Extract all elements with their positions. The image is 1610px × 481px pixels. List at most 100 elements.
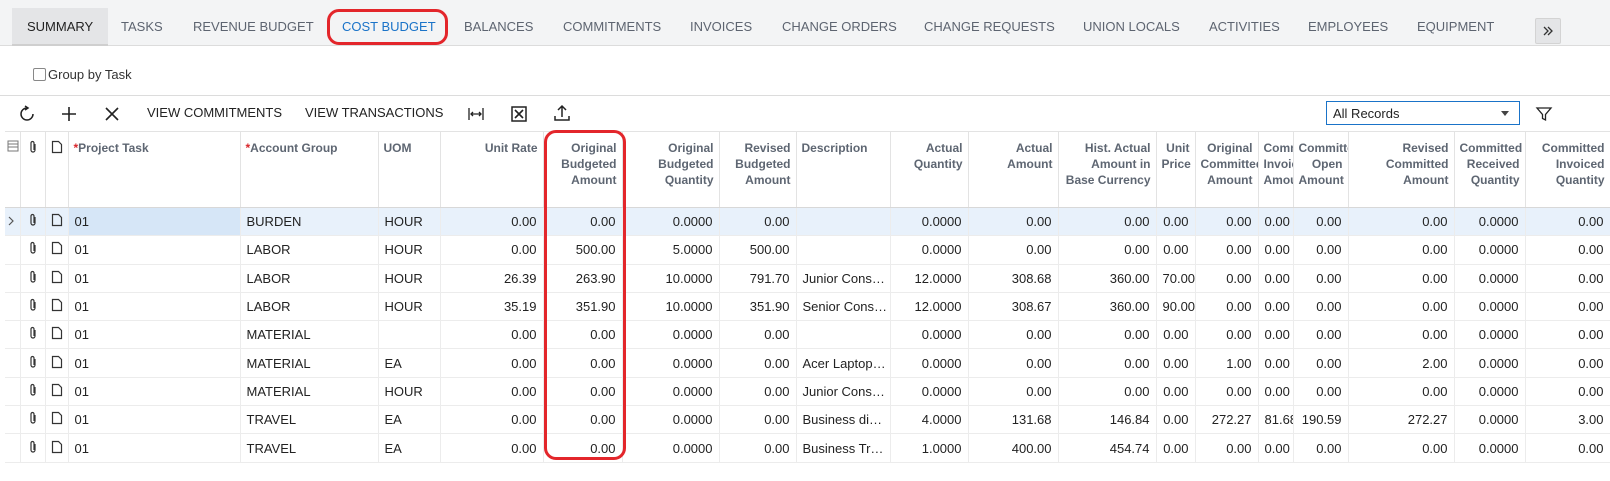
grid-cell: 0.00 — [1525, 208, 1610, 236]
grid-row[interactable]: 01TRAVELEA0.000.000.00000.00Business Tr…… — [5, 434, 1610, 462]
grid-cell: 10.0000 — [622, 264, 719, 292]
column-header[interactable]: Original Budgeted Quantity — [622, 132, 719, 208]
grid-cell: 0.00 — [968, 208, 1058, 236]
toolbar-button[interactable]: VIEW COMMITMENTS — [147, 105, 282, 120]
column-header[interactable]: Committed Invoiced Amount — [1258, 132, 1293, 208]
refresh-button[interactable] — [18, 105, 36, 123]
checkbox[interactable] — [33, 68, 46, 81]
tab[interactable]: SUMMARY — [12, 8, 108, 46]
tab[interactable]: EQUIPMENT — [1402, 8, 1509, 46]
column-header[interactable]: Revised Committed Amount — [1348, 132, 1454, 208]
column-header[interactable]: Hist. Actual Amount in Base Currency — [1058, 132, 1156, 208]
column-header[interactable]: Committed Invoiced Quantity — [1525, 132, 1610, 208]
tab[interactable]: COMMITMENTS — [548, 8, 676, 46]
grid-row[interactable]: 01MATERIALEA0.000.000.00000.00Acer Lapto… — [5, 349, 1610, 377]
column-header[interactable]: Committed Open Amount — [1293, 132, 1348, 208]
note-cell[interactable] — [45, 264, 68, 292]
grid-cell: 0.00 — [1293, 236, 1348, 264]
note-cell[interactable] — [45, 208, 68, 236]
delete-button[interactable] — [104, 106, 120, 122]
tab[interactable]: BALANCES — [449, 8, 548, 46]
grid-cell: 0.0000 — [1454, 208, 1525, 236]
note-cell[interactable] — [45, 236, 68, 264]
more-tabs-button[interactable] — [1535, 18, 1561, 44]
toolbar-button[interactable]: VIEW TRANSACTIONS — [305, 105, 443, 120]
attachment-cell[interactable] — [20, 377, 45, 405]
fit-columns-button[interactable] — [467, 105, 485, 123]
note-cell[interactable] — [45, 321, 68, 349]
grid-cell: 01 — [68, 236, 240, 264]
grid-cell: 0.0000 — [1454, 377, 1525, 405]
column-header[interactable]: Unit Rate — [440, 132, 543, 208]
column-header[interactable]: *Project Task — [68, 132, 240, 208]
tab[interactable]: ACTIVITIES — [1194, 8, 1295, 46]
column-header[interactable]: UOM — [378, 132, 440, 208]
checkbox-label[interactable]: Group by Task — [48, 67, 132, 82]
export-excel-button[interactable] — [510, 105, 528, 123]
grid-row[interactable]: 01LABORHOUR35.19351.9010.0000351.90Senio… — [5, 292, 1610, 320]
tab[interactable]: EMPLOYEES — [1293, 8, 1403, 46]
grid-cell: 0.00 — [1195, 321, 1258, 349]
column-header[interactable]: *Account Group — [240, 132, 378, 208]
column-header-label: Unit Rate — [485, 141, 538, 155]
column-header[interactable]: Committed Received Quantity — [1454, 132, 1525, 208]
note-cell[interactable] — [45, 434, 68, 462]
toolbar: VIEW COMMITMENTS VIEW TRANSACTIONS All R… — [0, 96, 1610, 132]
grid-cell: Business di… — [796, 406, 890, 434]
add-button[interactable] — [60, 105, 78, 123]
attachment-cell[interactable] — [20, 321, 45, 349]
grid-cell: 0.00 — [1525, 236, 1610, 264]
grid-row[interactable]: 01LABORHOUR26.39263.9010.0000791.70Junio… — [5, 264, 1610, 292]
grid-cell: 0.0000 — [622, 321, 719, 349]
grid-cell: 0.00 — [1195, 236, 1258, 264]
tab[interactable]: COST BUDGET — [327, 8, 451, 46]
grid-cell: 0.00 — [1156, 406, 1195, 434]
note-cell[interactable] — [45, 377, 68, 405]
note-cell[interactable] — [45, 292, 68, 320]
column-header[interactable]: Description — [796, 132, 890, 208]
grid-cell: 0.00 — [1156, 208, 1195, 236]
attachment-cell[interactable] — [20, 236, 45, 264]
column-header[interactable]: Unit Price — [1156, 132, 1195, 208]
column-header[interactable]: Actual Quantity — [890, 132, 968, 208]
row-selector — [5, 264, 20, 292]
column-header[interactable]: Actual Amount — [968, 132, 1058, 208]
grid-cell: TRAVEL — [240, 434, 378, 462]
tab[interactable]: CHANGE REQUESTS — [909, 8, 1070, 46]
grid-cell: 12.0000 — [890, 264, 968, 292]
tab[interactable]: TASKS — [106, 8, 178, 46]
attachment-cell[interactable] — [20, 208, 45, 236]
tab[interactable]: REVENUE BUDGET — [178, 8, 329, 46]
tab[interactable]: INVOICES — [675, 8, 767, 46]
attachment-cell[interactable] — [20, 264, 45, 292]
grid-row[interactable]: 01TRAVELEA0.000.000.00000.00Business di…… — [5, 406, 1610, 434]
attachment-cell[interactable] — [20, 434, 45, 462]
grid-row[interactable]: 01LABORHOUR0.00500.005.0000500.000.00000… — [5, 236, 1610, 264]
grid-row[interactable]: 01BURDENHOUR0.000.000.00000.000.00000.00… — [5, 208, 1610, 236]
icon — [1536, 19, 1560, 43]
tab[interactable]: UNION LOCALS — [1068, 8, 1195, 46]
attachment-cell[interactable] — [20, 292, 45, 320]
attachment-cell[interactable] — [20, 349, 45, 377]
column-header[interactable]: Original Budgeted Amount — [543, 132, 622, 208]
tab[interactable]: CHANGE ORDERS — [767, 8, 912, 46]
column-header[interactable]: Revised Budgeted Amount — [719, 132, 796, 208]
grid-cell: 0.00 — [719, 406, 796, 434]
grid-row[interactable]: 01MATERIAL0.000.000.00000.000.00000.000.… — [5, 321, 1610, 349]
note-cell[interactable] — [45, 406, 68, 434]
note-cell[interactable] — [45, 349, 68, 377]
grid-cell: 0.00 — [1525, 377, 1610, 405]
grid-cell: 190.59 — [1293, 406, 1348, 434]
records-dropdown[interactable]: All Records — [1326, 101, 1520, 125]
column-header-label: Actual Amount — [1007, 141, 1052, 171]
grid-cell: 0.00 — [1258, 292, 1293, 320]
grid-cell: HOUR — [378, 208, 440, 236]
upload-button[interactable] — [553, 104, 571, 122]
attachment-cell[interactable] — [20, 406, 45, 434]
grid-row[interactable]: 01MATERIALHOUR0.000.000.00000.00Junior C… — [5, 377, 1610, 405]
grid-cell: 1.00 — [1195, 349, 1258, 377]
grid-cell: 0.00 — [543, 208, 622, 236]
column-header[interactable]: Original Committed Amount — [1195, 132, 1258, 208]
column-header-label: UOM — [384, 141, 412, 155]
filter-button[interactable] — [1535, 105, 1553, 123]
